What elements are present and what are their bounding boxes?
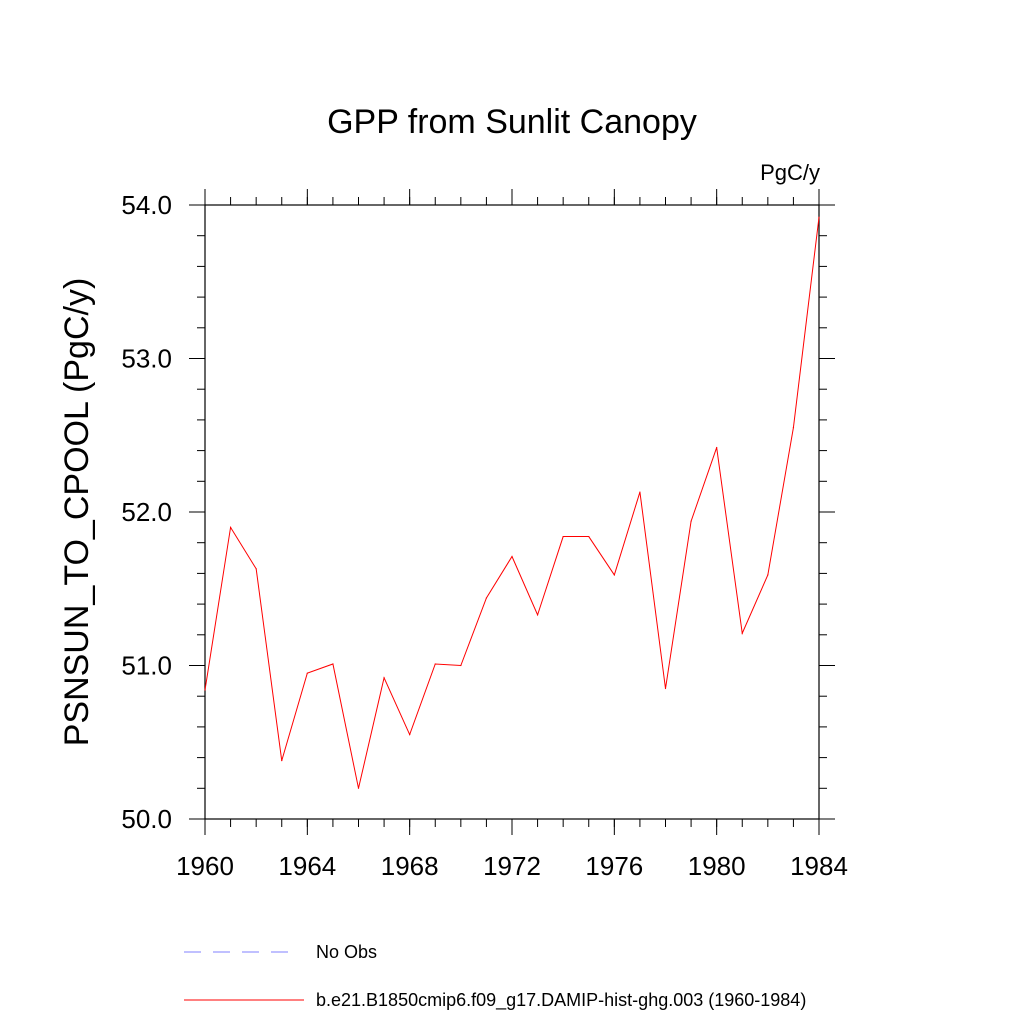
series-point — [281, 760, 283, 762]
series-point — [409, 733, 411, 736]
units-label: PgC/y — [760, 160, 820, 185]
series-point — [741, 632, 743, 634]
x-tick-label: 1980 — [688, 851, 746, 881]
series-point — [818, 216, 820, 218]
series-point — [460, 664, 462, 667]
x-tick-label: 1968 — [381, 851, 439, 881]
y-axis-label: PSNSUN_TO_CPOOL (PgC/y) — [58, 278, 96, 747]
series-point — [204, 689, 206, 691]
x-tick-label: 1960 — [176, 851, 234, 881]
y-tick-label: 52.0 — [121, 497, 172, 527]
series-point — [255, 568, 257, 570]
legend-label-model: b.e21.B1850cmip6.f09_g17.DAMIP-hist-ghg.… — [316, 990, 806, 1011]
series-point — [332, 663, 334, 665]
plot-frame — [204, 204, 820, 820]
series-point — [229, 526, 232, 528]
legend: No Obs b.e21.B1850cmip6.f09_g17.DAMIP-hi… — [184, 942, 806, 1011]
series-point — [485, 597, 488, 599]
series-group — [204, 216, 820, 789]
series-point — [588, 535, 590, 538]
series-point — [613, 574, 615, 576]
y-tick-label: 53.0 — [121, 344, 172, 374]
y-tick-label: 54.0 — [121, 190, 172, 220]
series-point — [434, 663, 436, 665]
series-point — [357, 787, 360, 789]
tick-labels: 1960 1964 1968 1972 1976 1980 1984 50.0 51.0 52.0… — [121, 190, 848, 881]
x-tick-label: 1976 — [585, 851, 643, 881]
series-point — [716, 446, 718, 449]
chart-title: GPP from Sunlit Canopy — [327, 103, 697, 141]
series-point — [306, 672, 308, 674]
series-point — [536, 614, 539, 616]
x-tick-label: 1972 — [483, 851, 541, 881]
series-point — [792, 426, 795, 429]
axis-ticks — [189, 189, 835, 835]
series-point — [767, 574, 769, 576]
series-point — [639, 491, 641, 493]
legend-label-no-obs: No Obs — [316, 942, 377, 962]
x-tick-label: 1984 — [790, 851, 848, 881]
series-point — [664, 687, 667, 690]
x-tick-label: 1964 — [278, 851, 336, 881]
series-point — [383, 677, 385, 679]
y-tick-label: 51.0 — [121, 651, 172, 681]
series-point — [562, 535, 564, 538]
y-tick-label: 50.0 — [121, 804, 172, 834]
series-line — [204, 217, 820, 789]
series-point — [690, 520, 692, 522]
series-point — [511, 555, 513, 558]
